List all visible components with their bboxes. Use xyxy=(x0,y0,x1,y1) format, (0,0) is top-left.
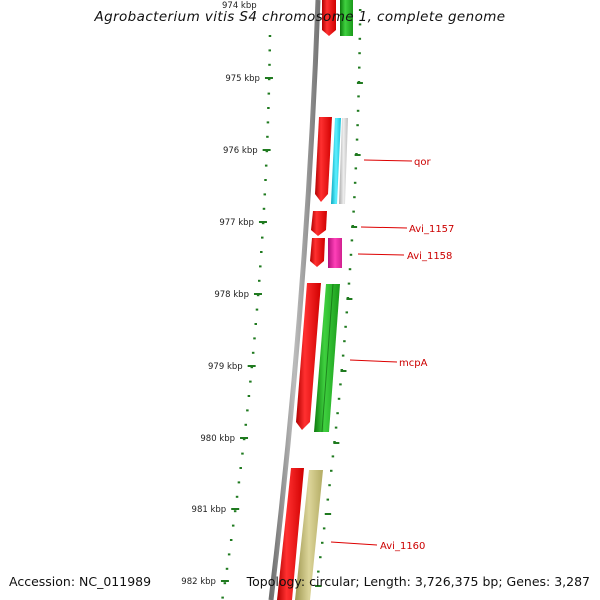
cds-feature-avi1157 xyxy=(311,211,327,236)
mcpa-stripe xyxy=(321,283,334,433)
tick-label: 981 kbp xyxy=(192,505,227,515)
gene-label-leader xyxy=(360,226,408,229)
tick-label: 974 kbp xyxy=(222,1,257,11)
gene-label-leader xyxy=(363,159,413,162)
gene-label-leader xyxy=(330,541,378,546)
cds-feature-top-green xyxy=(340,0,353,36)
cds-feature-top-red xyxy=(322,0,336,36)
map-title: Agrobacterium vitis S4 chromosome 1, com… xyxy=(94,9,506,25)
gene-label: Avi_1158 xyxy=(407,251,452,262)
cds-feature-avi1160 xyxy=(295,470,323,600)
tick-label: 975 kbp xyxy=(225,74,260,84)
gene-label: Avi_1160 xyxy=(380,541,425,552)
tick-label: 977 kbp xyxy=(219,218,254,228)
gene-label: qor xyxy=(414,157,431,168)
genome-backbone xyxy=(268,0,321,600)
gene-label-leader xyxy=(349,359,398,363)
cds-feature-qor-gray xyxy=(339,118,348,204)
cds-feature-avi1160-red xyxy=(277,468,304,600)
accession-label: Accession: NC_011989 xyxy=(9,574,152,589)
cds-feature-qor-red xyxy=(315,117,332,202)
tick-label: 976 kbp xyxy=(223,146,258,156)
cds-feature-mcpa-red xyxy=(296,283,321,430)
gene-label: Avi_1157 xyxy=(409,224,454,235)
cds-feature-avi1158 xyxy=(328,238,342,268)
gene-label: mcpA xyxy=(399,358,428,369)
tick-label: 980 kbp xyxy=(200,434,235,444)
topology-label: Topology: circular; Length: 3,726,375 bp… xyxy=(246,574,590,589)
tick-label: 982 kbp xyxy=(181,577,216,587)
tick-label: 979 kbp xyxy=(208,362,243,372)
gene-label-leader xyxy=(357,253,405,256)
tick-label: 978 kbp xyxy=(214,290,249,300)
cds-feature-qor-cyan xyxy=(331,118,341,204)
cds-feature-avi1158-red xyxy=(310,238,325,267)
